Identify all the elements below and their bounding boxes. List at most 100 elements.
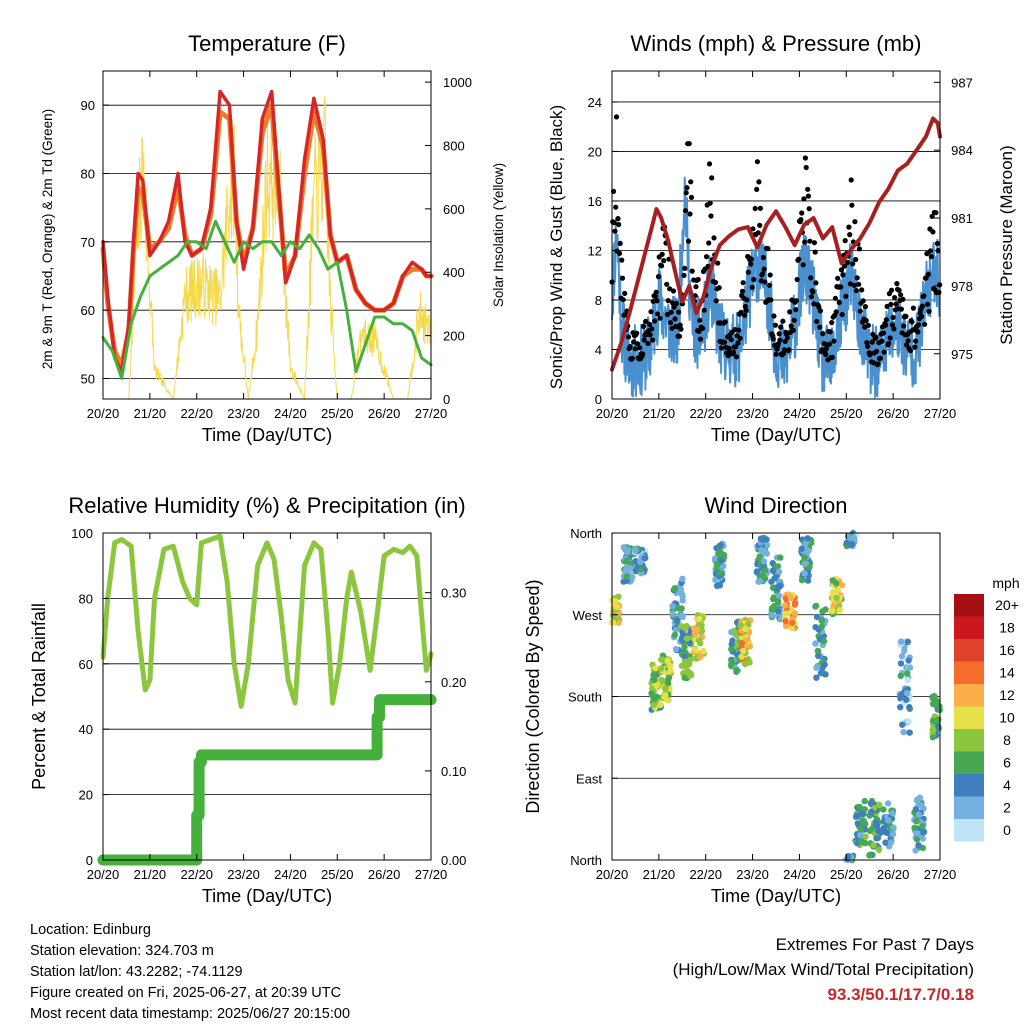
gust-point — [838, 284, 844, 290]
gust-point — [625, 334, 632, 340]
gust-point — [652, 318, 658, 324]
gust-point — [762, 279, 768, 285]
direction-point — [919, 835, 926, 842]
gust-point — [755, 230, 761, 236]
direction-point — [906, 664, 914, 671]
direction-point — [683, 635, 691, 642]
gust-point — [652, 293, 659, 300]
legend-swatch — [954, 729, 984, 752]
gust-point — [893, 301, 899, 307]
direction-point — [904, 676, 911, 684]
direction-point — [611, 597, 618, 605]
x-tick-label: 26/20 — [368, 406, 401, 421]
direction-point — [880, 806, 887, 813]
gust-point — [712, 279, 719, 286]
gust-point — [886, 340, 892, 346]
direction-point — [850, 534, 857, 541]
direction-point — [873, 835, 880, 842]
direction-point — [652, 665, 659, 672]
gust-point — [640, 323, 647, 329]
legend-swatch — [954, 706, 984, 729]
elevation-text: Station elevation: 324.703 m — [30, 943, 214, 959]
direction-point — [629, 574, 636, 581]
direction-point — [904, 638, 911, 645]
gust-point — [934, 240, 941, 247]
x-tick-label: 20/20 — [87, 867, 120, 882]
gust-point — [752, 205, 758, 212]
direction-point — [897, 672, 904, 679]
gust-point — [784, 335, 791, 341]
y-axis-label: Percent & Total Rainfall — [29, 603, 49, 790]
y-tick-label: 80 — [81, 167, 95, 182]
x-tick-label: 22/20 — [180, 406, 213, 421]
legend-swatch — [954, 661, 984, 684]
x-tick-label: 27/20 — [415, 867, 448, 882]
direction-point — [775, 568, 783, 575]
direction-point — [898, 653, 906, 660]
legend-label: 20+ — [995, 597, 1019, 613]
x-tick-label: 21/20 — [643, 867, 676, 882]
legend-swatch — [954, 616, 984, 639]
direction-point — [801, 554, 808, 561]
direction-point — [901, 647, 908, 654]
direction-point — [712, 576, 719, 583]
gust-point — [765, 246, 771, 252]
gust-point — [697, 336, 704, 342]
gust-point — [865, 322, 872, 328]
direction-point — [887, 839, 895, 846]
gust-point — [833, 309, 839, 315]
y-tick-label: 100 — [71, 526, 93, 541]
direction-point — [713, 562, 721, 569]
direction-point — [732, 630, 739, 638]
gust-point — [848, 177, 854, 183]
direction-point — [740, 647, 747, 654]
y-tick-label: North — [570, 853, 602, 868]
gust-point — [900, 296, 906, 302]
direction-point — [757, 535, 765, 542]
y-tick-label-right: 0.30 — [441, 586, 466, 601]
x-tick-label: 25/20 — [321, 867, 354, 882]
direction-point — [738, 640, 746, 647]
gust-point — [802, 239, 808, 245]
direction-point — [935, 723, 942, 730]
gust-point — [926, 308, 932, 314]
y-tick-label-right: 400 — [443, 265, 465, 280]
gust-point — [616, 250, 623, 256]
direction-point — [665, 674, 673, 681]
gust-point — [748, 261, 754, 267]
gust-point — [676, 309, 682, 315]
legend-swatch — [954, 684, 984, 707]
gust-point — [813, 280, 819, 286]
x-tick-label: 24/20 — [783, 406, 816, 421]
temp2m-series — [101, 89, 433, 374]
direction-point — [814, 663, 821, 670]
chart-title: Wind Direction — [704, 493, 847, 518]
latlon-text: Station lat/lon: 43.2282; -74.1129 — [30, 964, 243, 980]
gust-point — [788, 323, 794, 329]
gust-point — [622, 290, 628, 296]
direction-point — [818, 623, 825, 630]
gust-point — [796, 256, 802, 262]
y-tick-label: West — [573, 608, 603, 623]
direction-point — [653, 682, 660, 689]
direction-point — [763, 542, 771, 549]
plot-frame — [102, 70, 432, 400]
direction-point — [898, 692, 905, 699]
gust-point — [835, 275, 841, 281]
gust-point — [907, 348, 914, 354]
gust-point — [613, 204, 619, 210]
direction-point — [716, 570, 724, 577]
gust-point — [896, 287, 902, 293]
direction-point — [859, 817, 866, 824]
solar-series — [102, 96, 432, 400]
direction-point — [866, 852, 873, 859]
gust-point — [778, 324, 784, 330]
gust-point — [832, 295, 839, 301]
gust-point — [700, 325, 706, 331]
x-tick-label: 21/20 — [134, 867, 167, 882]
y-tick-label: 4 — [595, 342, 602, 357]
gust-point — [905, 338, 911, 344]
x-tick-label: 26/20 — [877, 867, 910, 882]
gust-point — [777, 337, 783, 343]
direction-point — [782, 622, 790, 629]
